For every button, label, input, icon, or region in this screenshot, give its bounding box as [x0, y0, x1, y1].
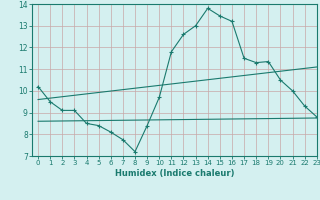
X-axis label: Humidex (Indice chaleur): Humidex (Indice chaleur): [115, 169, 234, 178]
